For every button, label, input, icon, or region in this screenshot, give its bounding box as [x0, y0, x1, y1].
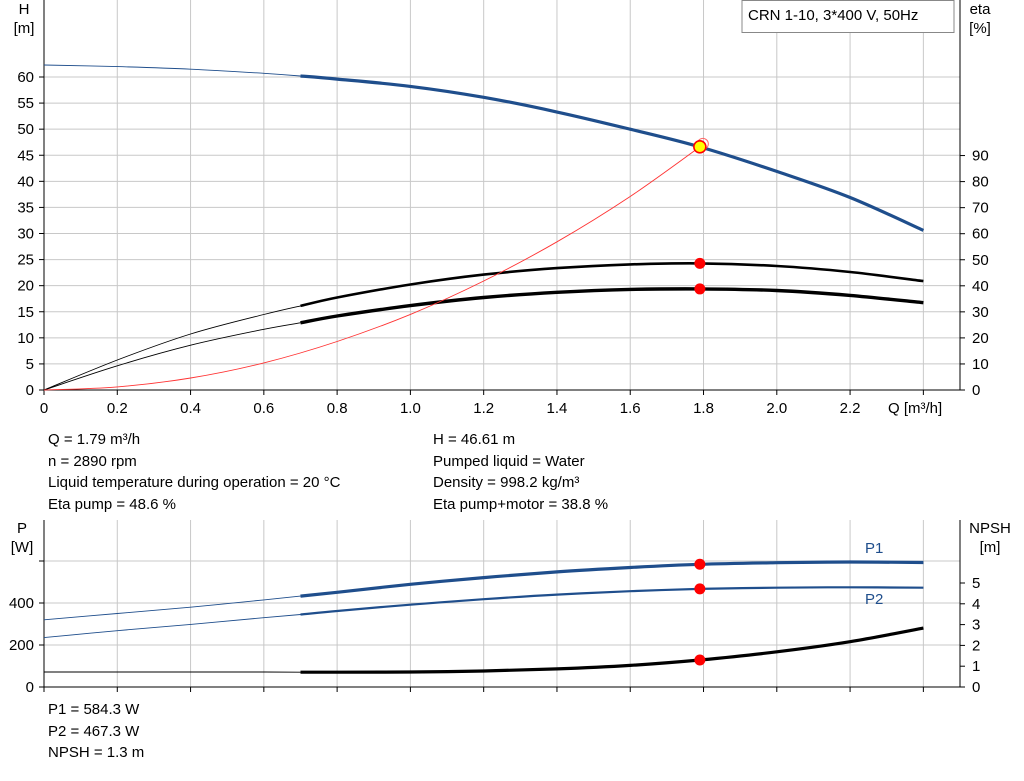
head-efficiency-chart: 0 0.2 0.4 0.6 0.8 1.0 1.2 1.4 1.6 1.8 2.0 2.2 0 5 10 15…: [14, 0, 991, 417]
head-curve-line: [300, 74, 925, 232]
info-p1: P1 = 584.3 W: [48, 701, 140, 718]
duty-point-eta-total: [694, 283, 706, 295]
y-tick-label: 55: [17, 95, 34, 112]
p1-curve-extrapolated-line: [43, 595, 301, 621]
y-tick-label: 45: [17, 147, 34, 164]
y-tick-label: 60: [17, 69, 34, 86]
x-tick-label: 0.4: [180, 400, 201, 417]
eta-pump-curve-line: [300, 262, 924, 308]
y2-tick-label: 0: [972, 679, 980, 696]
y-tick-label: 0: [26, 679, 34, 696]
x-tick-label: 1.6: [620, 400, 641, 417]
y-axis-label: P [W]: [11, 520, 34, 556]
y-tick-label: 5: [26, 356, 34, 373]
y2-tick-label: 60: [972, 226, 989, 243]
info-pumped-liquid: Pumped liquid = Water: [433, 452, 585, 470]
p1-curve-line: [300, 560, 924, 598]
head-curve-extrapolated-line: [43, 64, 301, 77]
y-axis-label: H [m]: [14, 1, 35, 37]
y2-axis-label: NPSH [m]: [969, 520, 1011, 556]
duty-point-p2: [694, 583, 706, 595]
x-tick-label: 1.2: [473, 400, 494, 417]
eta-total-curve-line: [300, 287, 924, 325]
y2-tick-label: 3: [972, 617, 980, 634]
p2-curve-line: [300, 586, 924, 616]
info-eta-pump: Eta pump = 48.6 %: [48, 495, 176, 513]
npsh-curve-line: [300, 626, 924, 674]
y-tick-label: 20: [17, 278, 34, 295]
x-tick-label: 0.2: [107, 400, 128, 417]
x-axis-label: Q [m³/h]: [888, 400, 942, 417]
info-block-right: H = 46.61 m Pumped liquid = Water Densit…: [433, 429, 608, 515]
info-block-left: Q = 1.79 m³/h n = 2890 rpm Liquid temper…: [48, 429, 340, 515]
info-eta-pump-motor: Eta pump+motor = 38.8 %: [433, 495, 609, 513]
eta-total-curve-extrapolated-line: [43, 322, 301, 391]
y-tick-label: 25: [17, 252, 34, 269]
y-tick-label: 200: [9, 637, 34, 654]
system-curve-line: [43, 146, 701, 391]
info-flow: Q = 1.79 m³/h: [48, 431, 141, 448]
duty-point-head: [693, 140, 707, 154]
y2-tick-label: 30: [972, 304, 989, 321]
y2-tick-label: 0: [972, 382, 980, 399]
x-tick-label: 1.8: [693, 400, 714, 417]
power-npsh-chart: 0 200 400 0 1 2 3 4 5 P [W] NPSH [m] P1 P2: [9, 520, 1011, 696]
x-tick-label: 2.2: [840, 400, 861, 417]
info-density: Density = 998.2 kg/m³: [433, 474, 580, 491]
info-liquid-temperature: Liquid temperature during operation = 20…: [48, 474, 341, 491]
y2-tick-label: 4: [972, 596, 980, 613]
y2-tick-label: 50: [972, 252, 989, 269]
y-tick-label: 30: [17, 226, 34, 243]
y-tick-label: 15: [17, 304, 34, 321]
info-npsh: NPSH = 1.3 m: [48, 744, 145, 761]
x-tick-label: 2.0: [766, 400, 787, 417]
y2-tick-label: 40: [972, 278, 989, 295]
x-tick-label: 1.0: [400, 400, 421, 417]
x-tick-label: 0.8: [327, 400, 348, 417]
duty-point-eta-pump: [694, 257, 706, 269]
y2-tick-label: 10: [972, 356, 989, 373]
eta-pump-curve-extrapolated-line: [43, 305, 301, 391]
y2-tick-label: 70: [972, 200, 989, 217]
info-p2: P2 = 467.3 W: [48, 722, 140, 740]
info-block-bottom: P1 = 584.3 W P2 = 467.3 W NPSH = 1.3 m: [48, 699, 144, 764]
info-head: H = 46.61 m: [433, 431, 516, 448]
y-tick-label: 40: [17, 173, 34, 190]
y-tick-label: 50: [17, 121, 34, 138]
y-tick-label: 400: [9, 595, 34, 612]
x-tick-label: 0.6: [253, 400, 274, 417]
p2-curve-extrapolated-line: [43, 614, 301, 639]
title-box: [741, 0, 955, 33]
y-tick-label: 35: [17, 199, 34, 216]
p1-series-label: P1: [865, 540, 883, 557]
y2-tick-label: 80: [972, 174, 989, 191]
duty-point-p1: [694, 558, 706, 570]
info-speed: n = 2890 rpm: [48, 452, 137, 470]
y-tick-label: 10: [17, 330, 34, 347]
y-tick-label: 0: [26, 382, 34, 399]
chart-title: CRN 1-10, 3*400 V, 50Hz: [748, 7, 918, 24]
y2-tick-label: 1: [972, 658, 980, 675]
y2-axis-label: eta [%]: [969, 1, 991, 37]
duty-point-npsh: [694, 654, 706, 666]
y2-tick-label: 90: [972, 148, 989, 165]
y2-tick-label: 5: [972, 575, 980, 592]
y2-tick-label: 20: [972, 330, 989, 347]
y2-tick-label: 2: [972, 637, 980, 654]
x-tick-label: 0: [40, 400, 48, 417]
x-tick-label: 1.4: [547, 400, 568, 417]
p2-series-label: P2: [865, 591, 883, 608]
